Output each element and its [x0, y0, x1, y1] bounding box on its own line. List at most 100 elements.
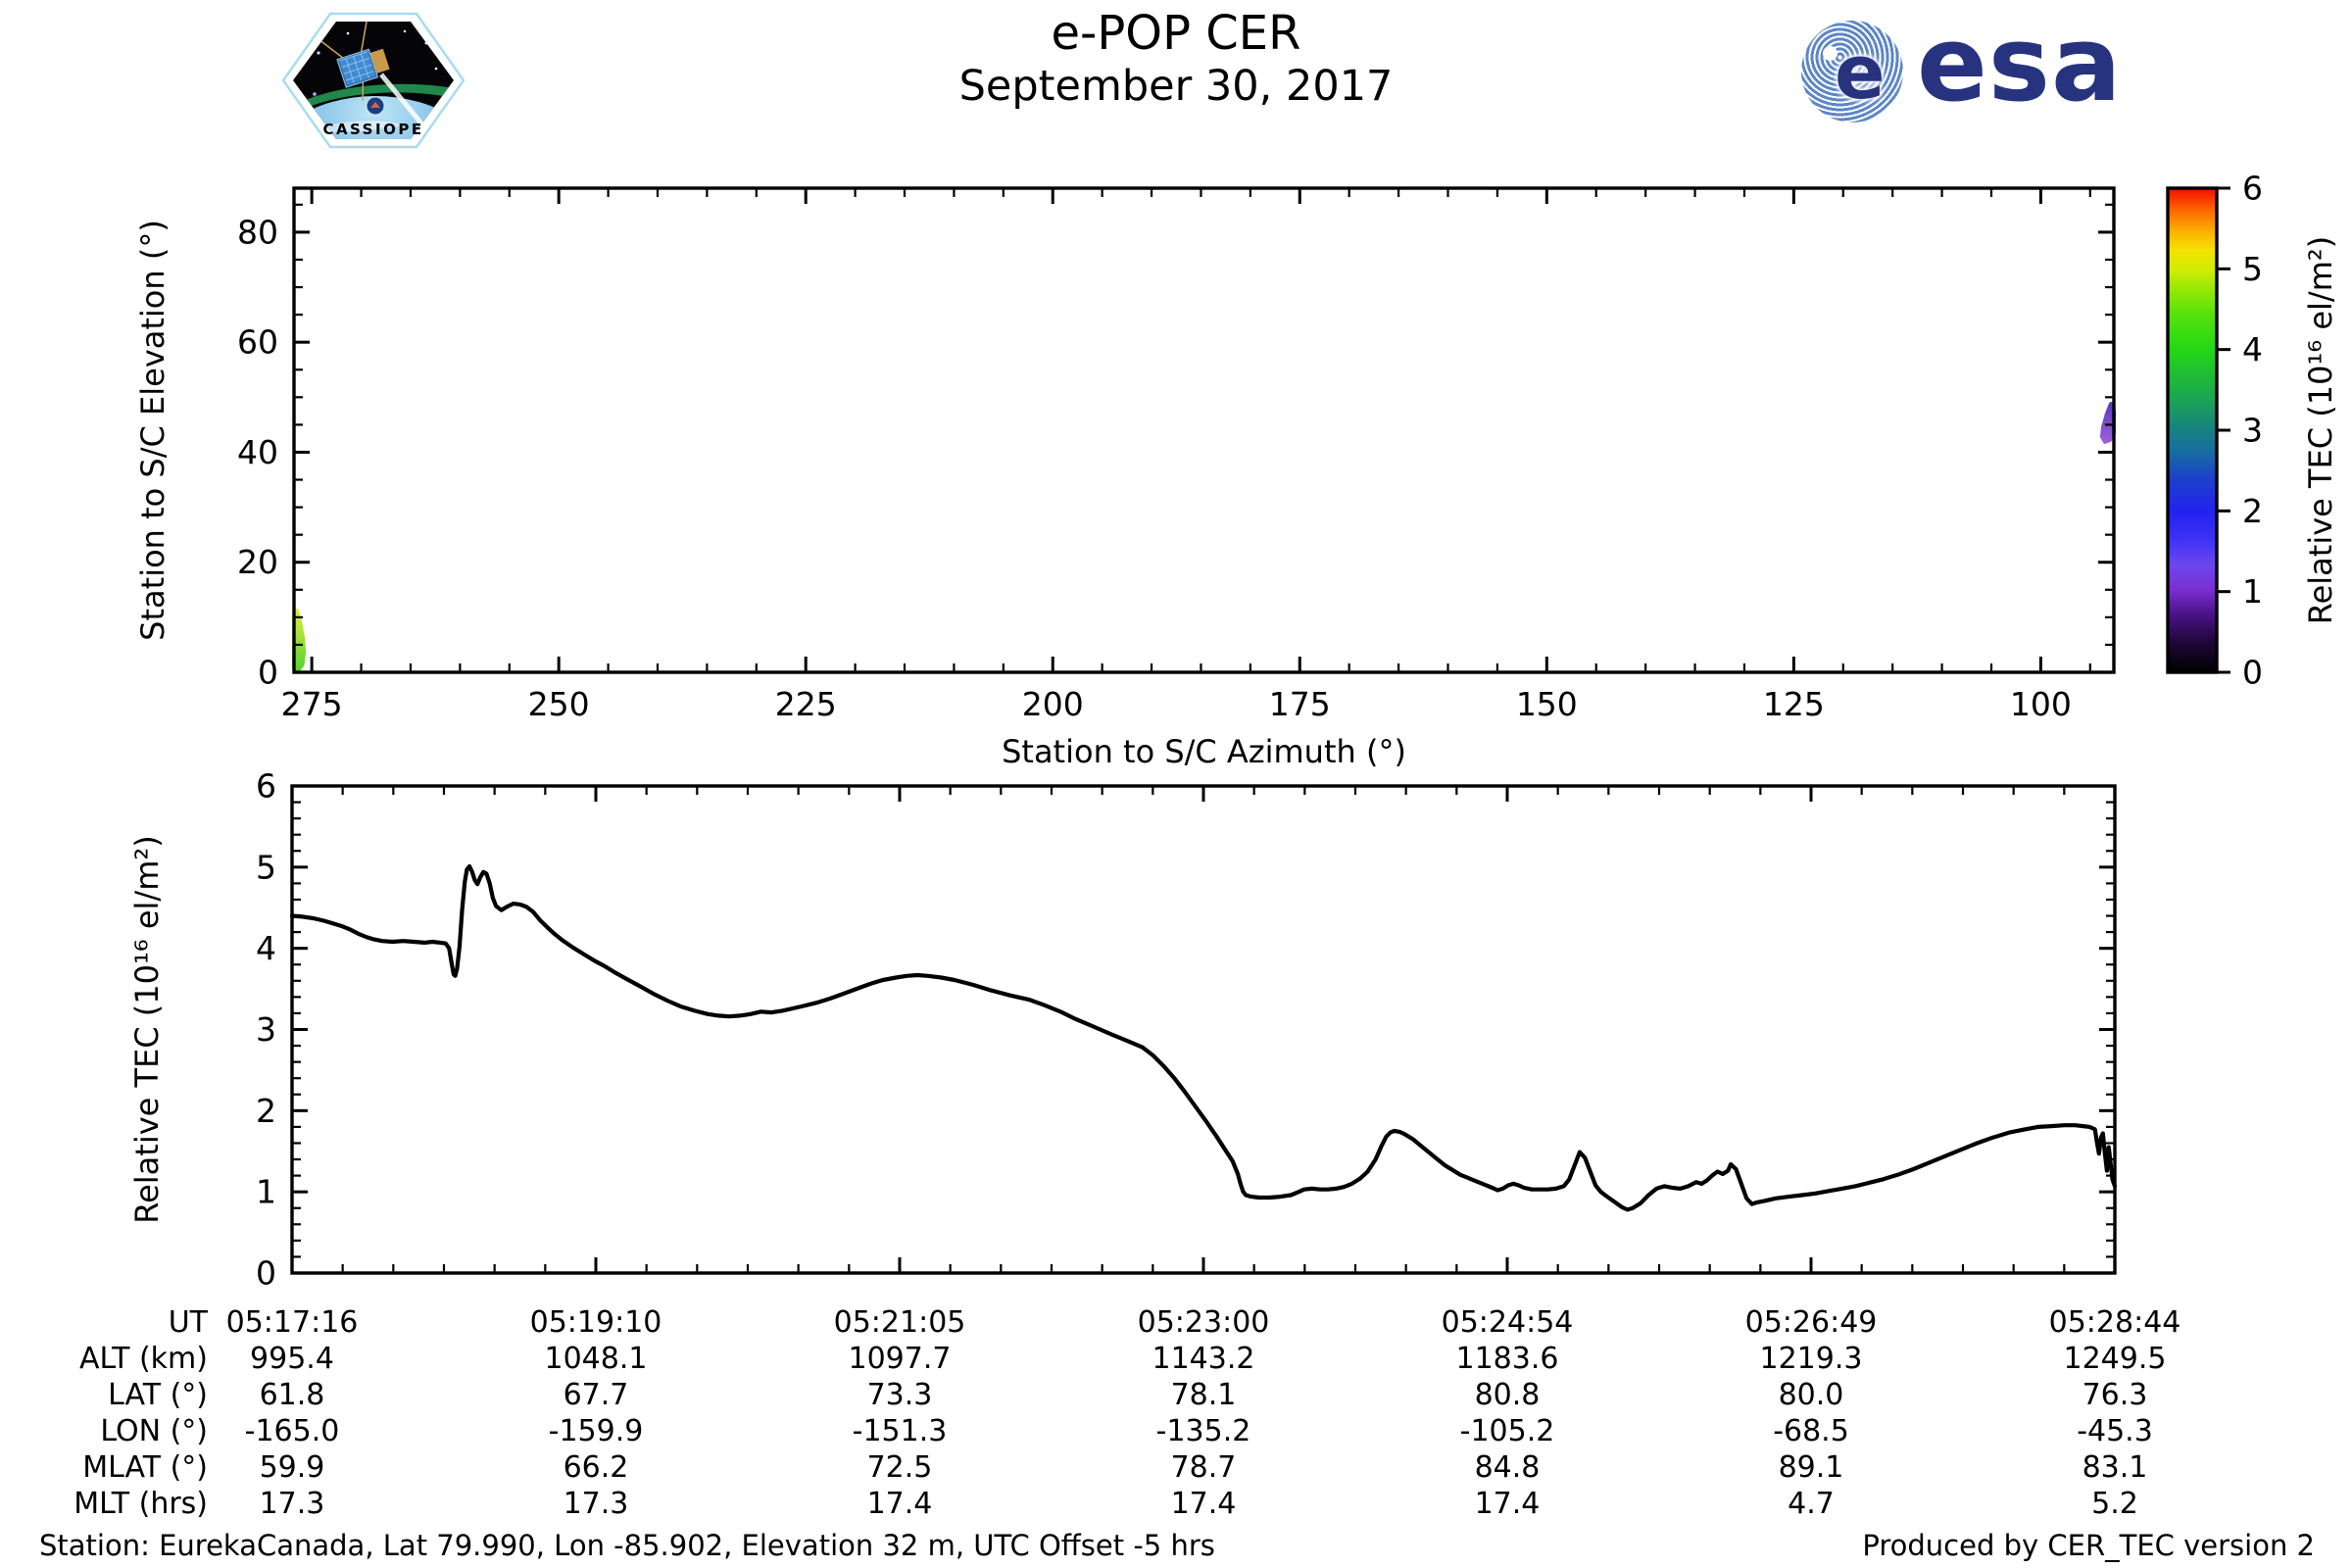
radio-beam — [379, 73, 428, 131]
page-title: e-POP CER — [1051, 6, 1301, 61]
esa-e-glyph: e — [1835, 28, 1886, 116]
table-row-label: ALT (km) — [79, 1342, 208, 1376]
pass-end-blob — [2099, 402, 2116, 444]
table-cell-lon: -45.3 — [2077, 1414, 2153, 1448]
table-cell-lat: 73.3 — [866, 1378, 933, 1412]
tick-label: 6 — [2242, 170, 2263, 208]
table-row-label: UT — [168, 1305, 208, 1340]
table-cell-mlat: 84.8 — [1474, 1450, 1541, 1485]
tick-label: 40 — [237, 433, 278, 471]
tick-label: 0 — [258, 654, 278, 692]
tick-label: 1 — [2242, 572, 2263, 611]
table-row-label: MLAT (°) — [82, 1450, 208, 1485]
colorbar: 0 1 2 3 4 5 6 Relative TEC (10¹⁶ el/m²) — [2166, 170, 2339, 692]
table-cell-ut: 05:17:16 — [225, 1305, 359, 1340]
table-cell-lon: -135.2 — [1155, 1414, 1251, 1448]
table-cell-lat: 61.8 — [259, 1378, 325, 1412]
table-cell-mlat: 89.1 — [1778, 1450, 1844, 1485]
tick-label: 250 — [528, 685, 590, 723]
table-cell-lon: -105.2 — [1459, 1414, 1555, 1448]
top-yaxis-label: Station to S/C Elevation (°) — [134, 220, 172, 641]
table-cell-lon: -159.9 — [548, 1414, 644, 1448]
table-row-label: LON (°) — [100, 1414, 208, 1448]
tec-curve — [289, 863, 2118, 1212]
table-cell-lat: 80.0 — [1778, 1378, 1844, 1412]
tick-label: 0 — [256, 1254, 276, 1293]
table-cell-alt: 1097.7 — [848, 1342, 952, 1376]
tick-label: 125 — [1763, 685, 1825, 723]
table-cell-lon: -151.3 — [852, 1414, 948, 1448]
table-cell-mlt: 17.4 — [1474, 1487, 1541, 1521]
tick-label: 20 — [237, 543, 278, 581]
tick-label: 225 — [775, 685, 837, 723]
table-cell-lat: 67.7 — [563, 1378, 629, 1412]
station-info: Station: EurekaCanada, Lat 79.990, Lon -… — [39, 1529, 1215, 1562]
table-cell-mlat: 72.5 — [866, 1450, 933, 1485]
elevation-azimuth-plot: 275 250 225 200 175 150 125 100 0 20 40 60 80 Station… — [134, 186, 2116, 770]
table-cell-mlat: 78.7 — [1170, 1450, 1237, 1485]
produced-by: Produced by CER_TEC version 2 — [1862, 1529, 2315, 1562]
tick-label: 175 — [1269, 685, 1331, 723]
table-cell-lon: -68.5 — [1773, 1414, 1849, 1448]
table-cell-mlat: 66.2 — [563, 1450, 629, 1485]
table-cell-alt: 1048.1 — [544, 1342, 648, 1376]
aurora-arc — [293, 83, 454, 114]
table-cell-alt: 1143.2 — [1152, 1342, 1255, 1376]
tick-label: 5 — [2242, 250, 2263, 288]
title-block: e-POP CER September 30, 2017 — [0, 6, 2352, 111]
tick-label: 150 — [1516, 685, 1578, 723]
table-cell-mlt: 17.4 — [1170, 1487, 1237, 1521]
tick-label: 5 — [256, 848, 276, 886]
table-cell-ut: 05:23:00 — [1137, 1305, 1270, 1340]
tick-label: 3 — [256, 1010, 276, 1049]
tick-label: 4 — [256, 929, 276, 967]
table-row-label: MLT (hrs) — [74, 1487, 208, 1521]
table-cell-alt: 1183.6 — [1455, 1342, 1559, 1376]
tick-label: 6 — [256, 767, 276, 806]
table-cell-lat: 78.1 — [1170, 1378, 1237, 1412]
top-plot-frame — [292, 186, 2116, 674]
tick-label: 275 — [281, 685, 343, 723]
table-cell-mlt: 17.3 — [259, 1487, 325, 1521]
tick-label: 200 — [1022, 685, 1084, 723]
bottom-plot-frame — [290, 784, 2117, 1275]
tick-label: 1 — [256, 1173, 276, 1211]
table-cell-mlt: 4.7 — [1788, 1487, 1835, 1521]
table-cell-alt: 1219.3 — [1759, 1342, 1863, 1376]
table-cell-mlt: 17.4 — [866, 1487, 933, 1521]
satellite — [312, 22, 390, 101]
table-cell-ut: 05:24:54 — [1441, 1305, 1574, 1340]
top-xaxis-label: Station to S/C Azimuth (°) — [1002, 733, 1406, 770]
table-cell-mlt: 5.2 — [2091, 1487, 2138, 1521]
colorbar-label: Relative TEC (10¹⁶ el/m²) — [2302, 236, 2339, 624]
cassiope-label: CASSIOPE — [322, 121, 423, 138]
tick-label: 0 — [2242, 654, 2263, 692]
table-cell-lat: 80.8 — [1474, 1378, 1541, 1412]
esa-logo: e esa — [1801, 13, 2123, 125]
table-cell-mlat: 83.1 — [2082, 1450, 2148, 1485]
table-cell-ut: 05:26:49 — [1744, 1305, 1878, 1340]
page-subtitle: September 30, 2017 — [958, 61, 1394, 111]
esa-wordmark: esa — [1917, 4, 2123, 124]
table-cell-alt: 1249.5 — [2063, 1342, 2167, 1376]
table-cell-lon: -165.0 — [244, 1414, 340, 1448]
table-cell-mlat: 59.9 — [259, 1450, 325, 1485]
relative-tec-plot: 0 1 2 3 4 5 6 Relative TEC (10¹⁶ el/m²) — [128, 767, 2118, 1293]
tick-label: 100 — [2010, 685, 2072, 723]
table-row-label: LAT (°) — [108, 1378, 208, 1412]
table-cell-ut: 05:21:05 — [833, 1305, 966, 1340]
tick-label: 4 — [2242, 330, 2263, 368]
tick-label: 2 — [256, 1092, 276, 1130]
table-cell-ut: 05:28:44 — [2048, 1305, 2181, 1340]
tick-label: 80 — [237, 213, 278, 251]
table-cell-ut: 05:19:10 — [529, 1305, 662, 1340]
table-cell-alt: 995.4 — [250, 1342, 334, 1376]
table-cell-mlt: 17.3 — [563, 1487, 629, 1521]
esa-globe-icon: e — [1801, 21, 1903, 122]
esa-dot — [1823, 46, 1838, 61]
tick-label: 3 — [2242, 412, 2263, 450]
table-cell-lat: 76.3 — [2082, 1378, 2148, 1412]
tick-label: 60 — [237, 323, 278, 362]
tick-label: 2 — [2242, 492, 2263, 530]
